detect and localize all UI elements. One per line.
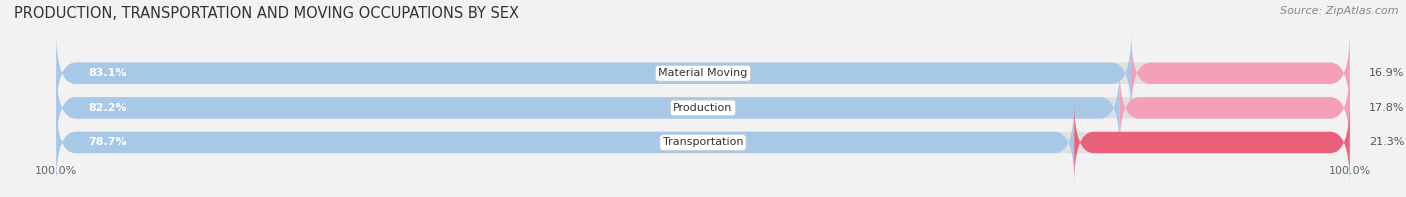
- Text: 78.7%: 78.7%: [89, 138, 127, 148]
- FancyBboxPatch shape: [56, 67, 1350, 149]
- Text: PRODUCTION, TRANSPORTATION AND MOVING OCCUPATIONS BY SEX: PRODUCTION, TRANSPORTATION AND MOVING OC…: [14, 6, 519, 21]
- Text: 21.3%: 21.3%: [1369, 138, 1405, 148]
- Text: Material Moving: Material Moving: [658, 68, 748, 78]
- FancyBboxPatch shape: [56, 67, 1119, 149]
- Text: 82.2%: 82.2%: [89, 103, 127, 113]
- FancyBboxPatch shape: [1132, 32, 1350, 114]
- Text: Source: ZipAtlas.com: Source: ZipAtlas.com: [1281, 6, 1399, 16]
- FancyBboxPatch shape: [56, 32, 1132, 114]
- Text: Production: Production: [673, 103, 733, 113]
- FancyBboxPatch shape: [56, 101, 1074, 184]
- Text: 17.8%: 17.8%: [1369, 103, 1405, 113]
- Text: Transportation: Transportation: [662, 138, 744, 148]
- Text: 83.1%: 83.1%: [89, 68, 127, 78]
- FancyBboxPatch shape: [1119, 67, 1350, 149]
- FancyBboxPatch shape: [56, 32, 1350, 114]
- FancyBboxPatch shape: [1074, 101, 1350, 184]
- FancyBboxPatch shape: [56, 101, 1350, 184]
- Text: 16.9%: 16.9%: [1369, 68, 1405, 78]
